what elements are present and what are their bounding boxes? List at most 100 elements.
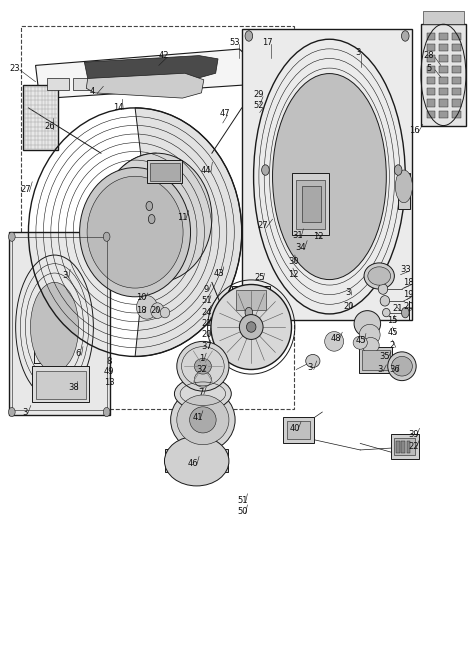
Bar (439, 77, 448, 84)
Bar (147, 160, 182, 183)
Bar (427, 99, 435, 107)
Ellipse shape (273, 74, 386, 280)
Bar (427, 33, 435, 40)
Bar (287, 421, 310, 439)
Bar (439, 33, 448, 40)
Ellipse shape (103, 232, 110, 241)
Text: 40: 40 (290, 424, 300, 433)
Text: 51: 51 (237, 496, 248, 505)
Polygon shape (101, 108, 242, 356)
Bar (9, 232, 110, 415)
Text: 36: 36 (389, 365, 400, 374)
Bar (427, 55, 435, 62)
Text: 3: 3 (22, 407, 27, 417)
Text: 33: 33 (400, 265, 410, 274)
Text: 4: 4 (90, 87, 95, 96)
Text: 3: 3 (355, 48, 361, 57)
Text: 13: 13 (104, 378, 114, 387)
Text: 24: 24 (201, 308, 211, 317)
Text: 38: 38 (68, 383, 79, 392)
Bar (391, 434, 419, 459)
Text: 9: 9 (203, 284, 209, 294)
Text: 20: 20 (403, 301, 414, 311)
Bar (396, 441, 400, 453)
Bar (394, 438, 415, 455)
Ellipse shape (262, 165, 269, 175)
Ellipse shape (9, 232, 15, 241)
Ellipse shape (239, 315, 263, 339)
Text: 3: 3 (308, 363, 313, 372)
Text: 14: 14 (113, 103, 124, 112)
Bar (12, 237, 107, 410)
Ellipse shape (190, 407, 216, 433)
Ellipse shape (359, 324, 380, 345)
Text: 22: 22 (408, 441, 419, 451)
Bar (32, 366, 89, 402)
Bar (452, 111, 461, 118)
Text: 25: 25 (255, 273, 265, 283)
Text: 34: 34 (296, 243, 306, 252)
Bar (21, 26, 294, 409)
Text: 7: 7 (199, 388, 204, 397)
Ellipse shape (368, 267, 391, 285)
Polygon shape (36, 49, 254, 98)
Bar (452, 33, 461, 40)
Text: 27: 27 (258, 221, 268, 230)
Text: 8: 8 (106, 356, 112, 366)
Bar (439, 88, 448, 95)
Text: 28: 28 (424, 51, 434, 60)
Text: 42: 42 (158, 51, 169, 60)
Text: 10: 10 (136, 293, 146, 302)
Ellipse shape (354, 311, 381, 337)
Text: 45: 45 (387, 328, 398, 337)
Text: 20: 20 (343, 301, 354, 311)
Bar (452, 88, 461, 95)
Text: 15: 15 (387, 316, 398, 325)
Ellipse shape (211, 284, 292, 370)
Text: 27: 27 (21, 185, 31, 194)
Bar (439, 111, 448, 118)
Text: 32: 32 (196, 365, 207, 374)
Text: 3: 3 (346, 288, 351, 298)
Polygon shape (84, 56, 218, 85)
Ellipse shape (177, 341, 229, 391)
Text: 16: 16 (410, 126, 420, 135)
Text: 20: 20 (150, 306, 161, 315)
Text: 21: 21 (201, 319, 211, 328)
Text: 45: 45 (356, 336, 366, 345)
Bar (236, 290, 266, 310)
Text: 5: 5 (426, 64, 432, 73)
Ellipse shape (401, 31, 409, 41)
Text: 12: 12 (313, 232, 324, 241)
Ellipse shape (137, 296, 157, 319)
Ellipse shape (101, 153, 212, 283)
Bar (362, 350, 390, 370)
Text: 3: 3 (377, 365, 383, 374)
Text: 11: 11 (177, 213, 188, 222)
Ellipse shape (160, 307, 170, 318)
Ellipse shape (388, 352, 416, 381)
Bar (427, 88, 435, 95)
Ellipse shape (9, 407, 15, 417)
Text: 31: 31 (292, 231, 303, 240)
Ellipse shape (148, 215, 155, 224)
Text: 29: 29 (253, 90, 264, 99)
Ellipse shape (87, 177, 183, 288)
Bar (452, 77, 461, 84)
Ellipse shape (174, 377, 231, 410)
Ellipse shape (245, 307, 253, 318)
Text: 26: 26 (45, 122, 55, 131)
Text: 50: 50 (237, 507, 248, 516)
Ellipse shape (325, 332, 344, 351)
Ellipse shape (394, 165, 402, 175)
Bar (452, 44, 461, 51)
Bar (165, 449, 228, 472)
Bar (439, 66, 448, 73)
Ellipse shape (30, 283, 79, 371)
Text: 20: 20 (201, 330, 211, 339)
Bar (23, 85, 58, 150)
Ellipse shape (362, 337, 379, 353)
Ellipse shape (245, 31, 253, 41)
Text: 18: 18 (403, 278, 414, 287)
Text: 37: 37 (201, 342, 211, 351)
